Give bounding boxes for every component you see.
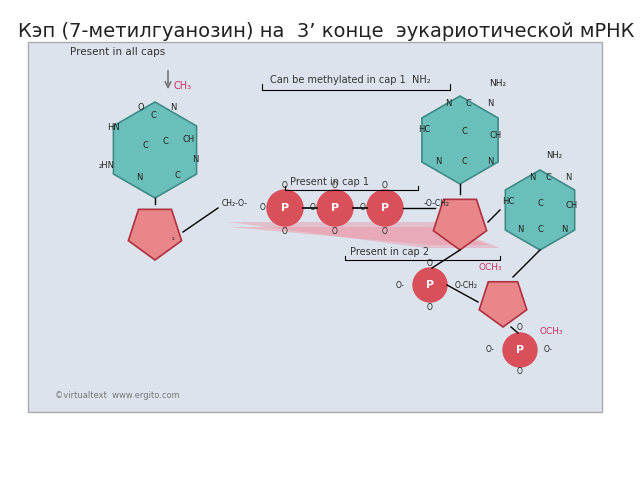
Text: O: O [517,324,523,333]
Text: C: C [465,99,471,108]
Text: N: N [136,173,142,182]
Text: P: P [426,280,434,290]
Text: CH: CH [566,202,578,211]
Text: C: C [537,226,543,235]
Polygon shape [506,170,575,250]
Text: Present in cap 2: Present in cap 2 [350,247,429,257]
Text: O: O [332,227,338,236]
Text: P: P [381,203,389,213]
Text: O-: O- [543,346,552,355]
Text: N: N [435,157,441,167]
Text: O: O [282,180,288,190]
Text: OCH₃: OCH₃ [539,327,563,336]
Text: N: N [487,157,493,167]
Polygon shape [433,199,486,250]
Text: O-: O- [396,280,404,289]
Text: OCH₃: OCH₃ [478,264,502,273]
Text: ©virtualtext  www.ergito.com: ©virtualtext www.ergito.com [55,391,180,399]
Text: CH: CH [490,132,502,141]
Text: O: O [310,204,316,213]
Polygon shape [129,209,182,260]
Text: C: C [150,111,156,120]
Circle shape [317,190,353,226]
Text: O-: O- [486,346,495,355]
Polygon shape [422,96,498,184]
Text: HN: HN [107,123,120,132]
Text: N: N [529,173,535,182]
FancyBboxPatch shape [28,42,602,412]
Text: O: O [282,227,288,236]
Text: C: C [162,137,168,146]
Text: CH: CH [183,135,195,144]
Text: N: N [445,99,451,108]
Text: NH₂: NH₂ [490,80,507,88]
Text: P: P [281,203,289,213]
Text: N: N [561,226,567,235]
Text: Кэп (7-метилгуанозин) на  3’ конце  эукариотической мРНК: Кэп (7-метилгуанозин) на 3’ конце эукари… [18,22,634,41]
Text: O: O [332,180,338,190]
Polygon shape [479,282,527,327]
Circle shape [267,190,303,226]
Text: O: O [382,227,388,236]
Text: CH₂-O-: CH₂-O- [222,199,248,207]
Text: C: C [461,157,467,167]
Text: N: N [487,99,493,108]
Text: O: O [517,368,523,376]
Circle shape [367,190,403,226]
Polygon shape [230,227,490,245]
Text: O-CH₂: O-CH₂ [454,280,477,289]
Text: P: P [331,203,339,213]
Text: HC: HC [418,125,430,134]
Polygon shape [113,102,196,198]
Text: HC: HC [502,197,514,206]
Text: N: N [192,156,198,165]
Text: ₂HN: ₂HN [99,161,115,170]
Text: Present in all caps: Present in all caps [70,47,165,57]
Text: O: O [382,180,388,190]
Text: C: C [174,171,180,180]
Text: NH₂: NH₂ [546,152,562,160]
Text: N: N [565,173,571,182]
Text: O: O [427,302,433,312]
Text: Present in cap 1: Present in cap 1 [290,177,369,187]
Circle shape [503,333,537,367]
Text: O: O [260,204,266,213]
Text: C: C [537,200,543,208]
Text: O: O [138,104,144,112]
Text: O: O [360,204,366,213]
Polygon shape [228,222,500,248]
Text: O: O [427,259,433,267]
Text: -O-CH₂: -O-CH₂ [424,199,450,207]
Text: C: C [142,142,148,151]
Text: C: C [545,173,551,182]
Text: ₂: ₂ [172,235,175,241]
Text: CH₃: CH₃ [174,81,192,91]
Text: C: C [461,128,467,136]
Text: N: N [170,104,176,112]
Text: Can be methylated in cap 1  NH₂: Can be methylated in cap 1 NH₂ [270,75,431,85]
Circle shape [413,268,447,302]
Text: P: P [516,345,524,355]
Text: N: N [517,226,523,235]
